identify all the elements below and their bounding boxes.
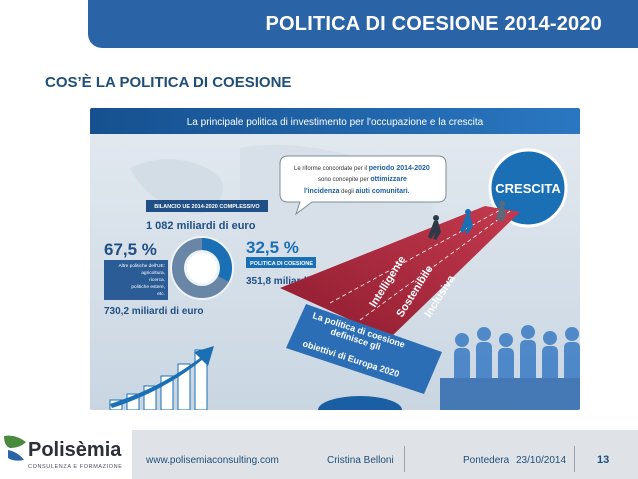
pct-cohesion: 32,5 % [246,238,299,257]
other-desc-box [104,260,168,300]
other-desc-line: etc. [157,291,165,297]
bubble-line1b: periodo 2014-2020 [369,165,430,172]
footer-bar [132,430,638,479]
budget-label: BILANCIO UE 2014-2020 COMPLESSIVO [154,204,260,210]
decorative-circle [318,396,402,410]
runner-icons [428,201,506,240]
footer-divider [574,446,575,472]
road-lane-line [329,208,503,304]
infographic-header: La principale politica di investimento p… [187,117,484,128]
budget-total: 1 082 miliardi di euro [146,220,256,232]
donut-segment-cohesion [201,238,232,282]
other-desc-line: ricerca, [149,277,165,283]
footer-website[interactable]: www.polisemiaconsulting.com [146,455,279,466]
logo-tagline: CONSULENZA E FORMAZIONE [28,464,122,470]
growth-arrow-icon [110,346,214,408]
road-lane-line [359,210,511,321]
infographic-header-band [90,108,580,134]
slide-subtitle: COS’È LA POLITICA DI COESIONE [45,74,292,91]
pct-other: 67,5 % [104,240,157,259]
footer-author: Cristina Belloni [327,455,394,466]
footer-logo-area: Polisèmia CONSULENZA E FORMAZIONE [0,428,132,479]
svg-text:l'incidenza degli aiuti comuni: l'incidenza degli aiuti comunitari. [304,188,410,195]
other-desc-line: politiche estere, [131,284,165,290]
budget-donut [170,236,234,300]
slide-title: POLITICA DI COESIONE 2014-2020 [265,12,602,35]
crowd-silhouettes [440,325,580,410]
speech-bubble [279,155,447,216]
other-desc-line: agricoltura, [141,270,165,276]
svg-text:sono concepite per ottimizzare: sono concepite per ottimizzare [318,176,407,183]
goal-panel [286,304,442,394]
budget-label-box [146,200,268,212]
bubble-line1a: Le riforme concordate per il [294,166,369,172]
cohesion-amount: 351,8 miliardi di euro [246,276,345,287]
footer-divider [404,446,405,472]
cohesion-label-box [246,257,316,268]
page-number: 13 [597,454,610,466]
other-desc-line: Altre politiche dell'UE: [118,263,165,269]
slide-title-bar: POLITICA DI COESIONE 2014-2020 [88,0,638,48]
growth-badge [488,148,568,228]
growth-badge-label: CRESCITA [495,181,561,196]
cohesion-label: POLITICA DI COESIONE [250,261,313,267]
growth-road [280,206,520,338]
bubble-line3b: degli [340,189,356,195]
bubble-line3c: aiuti comunitari. [356,188,410,195]
cohesion-infographic: La principale politica di investimento p… [90,108,580,410]
footer-location: Pontedera [463,455,510,466]
bubble-line2b: ottimizzare [370,176,407,183]
footer-date: 23/10/2014 [516,455,567,466]
bubble-line3a: l'incidenza [304,188,340,195]
logo-mark [8,450,24,461]
svg-text:Le riforme concordate per il p: Le riforme concordate per il periodo 201… [294,165,430,172]
other-amount: 730,2 miliardi di euro [104,306,203,317]
logo-name: Polisèmia [28,439,122,461]
logo-mark [4,435,26,448]
bubble-line2a: sono concepite per [318,177,370,183]
growth-bar [177,363,191,410]
